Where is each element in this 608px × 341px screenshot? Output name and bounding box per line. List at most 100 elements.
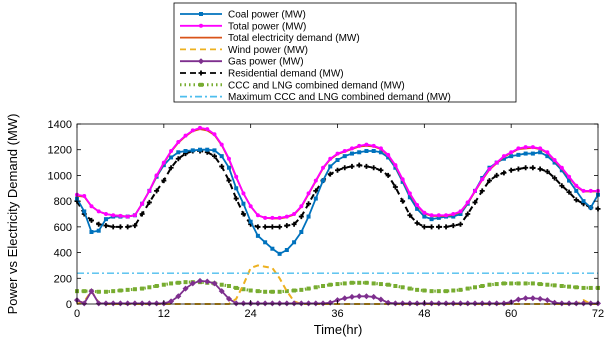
data-point-total-power-mw — [205, 127, 210, 132]
data-point-ccc-and-lng-combined-demand-mw — [299, 287, 304, 292]
data-point-total-power-mw — [342, 149, 347, 153]
legend-label-total-power-mw: Total power (MW) — [228, 21, 306, 32]
data-point-ccc-and-lng-combined-demand-mw — [263, 289, 268, 294]
data-point-coal-power-mw — [458, 212, 463, 216]
data-point-residential-demand-mw — [544, 169, 550, 175]
data-point-total-power-mw — [407, 191, 412, 196]
data-point-total-power-mw — [487, 167, 492, 171]
data-point-gas-power-mw — [269, 300, 276, 307]
data-point-gas-power-mw — [283, 300, 290, 307]
x-tick-label: 48 — [418, 308, 430, 320]
data-point-residential-demand-mw — [306, 201, 312, 207]
data-point-total-power-mw — [219, 142, 224, 147]
data-point-ccc-and-lng-combined-demand-mw — [559, 284, 564, 288]
x-tick-label: 36 — [331, 308, 343, 320]
data-point-ccc-and-lng-combined-demand-mw — [407, 286, 412, 291]
x-tick-label: 72 — [592, 308, 604, 320]
data-point-ccc-and-lng-combined-demand-mw — [270, 289, 275, 294]
data-point-residential-demand-mw — [284, 223, 290, 229]
data-point-total-power-mw — [154, 173, 159, 178]
data-point-ccc-and-lng-combined-demand-mw — [169, 281, 174, 286]
data-point-gas-power-mw — [341, 295, 348, 302]
data-point-gas-power-mw — [471, 300, 478, 307]
data-point-coal-power-mw — [205, 147, 210, 152]
data-point-total-power-mw — [140, 201, 145, 206]
data-point-total-power-mw — [263, 215, 268, 220]
y-tick-label: 0 — [66, 299, 72, 311]
data-point-total-power-mw — [241, 191, 246, 196]
data-point-coal-power-mw — [198, 147, 203, 152]
data-point-gas-power-mw — [450, 300, 457, 307]
data-point-coal-power-mw — [263, 240, 268, 245]
data-point-gas-power-mw — [399, 300, 406, 307]
data-point-coal-power-mw — [96, 228, 101, 233]
data-point-total-power-mw — [559, 165, 564, 170]
data-point-total-power-mw — [436, 213, 441, 218]
data-point-residential-demand-mw — [465, 211, 471, 217]
data-point-coal-power-mw — [255, 233, 260, 238]
data-point-ccc-and-lng-combined-demand-mw — [588, 285, 593, 290]
data-point-gas-power-mw — [240, 300, 247, 307]
data-point-total-power-mw — [284, 214, 289, 219]
data-point-residential-demand-mw — [515, 166, 521, 172]
data-point-total-power-mw — [212, 132, 217, 137]
data-point-gas-power-mw — [168, 298, 175, 305]
data-point-ccc-and-lng-combined-demand-mw — [284, 289, 289, 294]
data-point-gas-power-mw — [312, 300, 319, 307]
data-point-gas-power-mw — [95, 300, 102, 307]
data-point-total-power-mw — [494, 160, 499, 165]
data-point-residential-demand-mw — [146, 199, 152, 205]
data-point-residential-demand-mw — [139, 211, 145, 217]
data-point-gas-power-mw — [81, 300, 88, 307]
data-point-residential-demand-mw — [400, 198, 406, 204]
data-point-total-power-mw — [371, 143, 376, 148]
data-point-gas-power-mw — [587, 300, 594, 307]
data-point-total-power-mw — [393, 163, 398, 168]
data-point-ccc-and-lng-combined-demand-mw — [306, 286, 311, 291]
data-point-gas-power-mw — [479, 300, 486, 307]
data-point-ccc-and-lng-combined-demand-mw — [161, 282, 166, 287]
data-point-residential-demand-mw — [378, 167, 384, 173]
data-point-ccc-and-lng-combined-demand-mw — [357, 280, 362, 285]
plot-area — [74, 125, 601, 307]
data-point-ccc-and-lng-combined-demand-mw — [545, 282, 550, 287]
data-point-gas-power-mw — [493, 300, 500, 307]
x-tick-label: 60 — [505, 308, 517, 320]
data-point-residential-demand-mw — [240, 211, 246, 217]
data-point-gas-power-mw — [515, 296, 522, 303]
data-point-coal-power-mw — [342, 154, 347, 159]
data-point-ccc-and-lng-combined-demand-mw — [494, 282, 499, 287]
y-axis-label: Power vs Electricity Demand (MW) — [5, 114, 20, 315]
data-point-ccc-and-lng-combined-demand-mw — [241, 287, 246, 292]
y-tick-label: 1200 — [48, 145, 72, 157]
data-point-ccc-and-lng-combined-demand-mw — [342, 281, 347, 286]
data-point-ccc-and-lng-combined-demand-mw — [509, 281, 514, 286]
data-point-coal-power-mw — [371, 149, 376, 153]
data-point-ccc-and-lng-combined-demand-mw — [248, 288, 253, 293]
data-point-ccc-and-lng-combined-demand-mw — [183, 280, 188, 285]
data-point-total-power-mw — [545, 150, 550, 155]
data-point-ccc-and-lng-combined-demand-mw — [140, 286, 145, 291]
data-point-residential-demand-mw — [559, 183, 565, 189]
data-point-ccc-and-lng-combined-demand-mw — [313, 285, 318, 290]
data-point-coal-power-mw — [299, 230, 304, 234]
data-point-gas-power-mw — [392, 300, 399, 307]
data-point-ccc-and-lng-combined-demand-mw — [567, 284, 572, 289]
data-point-coal-power-mw — [559, 168, 564, 173]
data-point-residential-demand-mw — [269, 224, 275, 230]
legend-marker-gas-power-mw — [198, 58, 204, 65]
data-point-gas-power-mw — [117, 300, 124, 307]
data-point-gas-power-mw — [377, 296, 384, 303]
data-point-residential-demand-mw — [421, 224, 427, 230]
data-point-ccc-and-lng-combined-demand-mw — [328, 282, 333, 287]
data-point-coal-power-mw — [306, 214, 311, 219]
data-point-coal-power-mw — [183, 149, 188, 153]
data-point-ccc-and-lng-combined-demand-mw — [234, 285, 239, 290]
data-point-total-power-mw — [509, 150, 514, 155]
data-point-ccc-and-lng-combined-demand-mw — [292, 288, 297, 293]
data-point-total-power-mw — [299, 204, 304, 209]
data-point-gas-power-mw — [131, 300, 138, 307]
data-point-residential-demand-mw — [161, 178, 167, 184]
data-point-total-power-mw — [111, 213, 116, 218]
data-point-gas-power-mw — [537, 295, 544, 302]
